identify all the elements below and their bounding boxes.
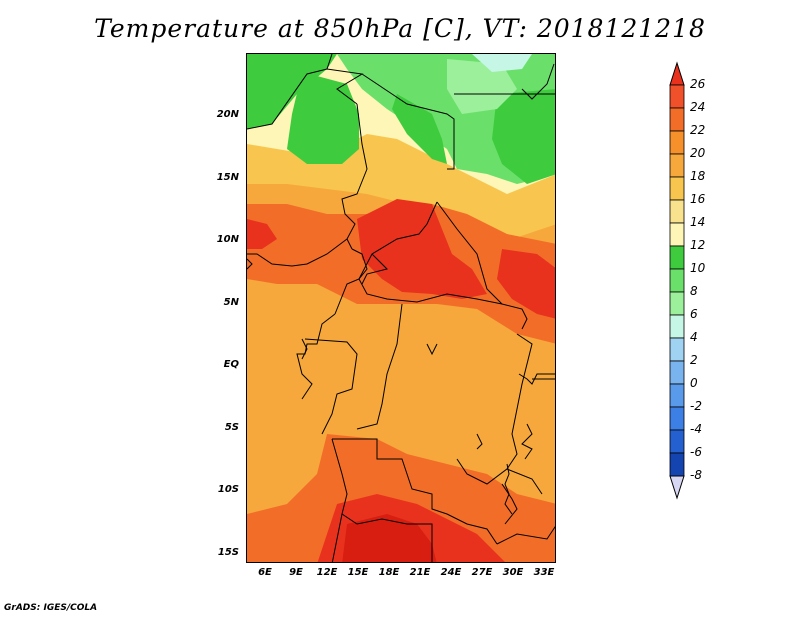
lon-tick-18e: 18E xyxy=(378,567,400,578)
lat-tick-5s: 5S xyxy=(224,422,239,433)
border-line xyxy=(326,54,333,70)
colorbar-label: 10 xyxy=(690,261,706,275)
border-line xyxy=(356,303,403,430)
temperature-map xyxy=(247,54,555,562)
border-line xyxy=(521,63,555,100)
colorbar-segment xyxy=(669,337,685,362)
border-line xyxy=(456,458,543,495)
lon-tick-30e: 30E xyxy=(502,567,524,578)
border-line xyxy=(304,338,358,435)
lat-tick-eq: EQ xyxy=(223,359,239,370)
temperature-band-lightest xyxy=(472,54,532,72)
lon-tick-33e: 33E xyxy=(533,567,555,578)
border-line xyxy=(358,278,503,305)
border-line xyxy=(332,438,498,545)
colorbar-label: 16 xyxy=(690,192,706,206)
map-title: Temperature at 850hPa [C], VT: 201812121… xyxy=(94,14,706,43)
border-line xyxy=(501,483,518,525)
colorbar xyxy=(669,61,685,500)
colorbar-segment xyxy=(669,84,685,109)
colorbar-segment xyxy=(669,107,685,132)
colorbar-segment xyxy=(669,360,685,385)
colorbar-label: 24 xyxy=(690,100,706,114)
colorbar-segment xyxy=(669,406,685,431)
lat-tick-15s: 15S xyxy=(217,547,239,558)
grads-credit: GrADS: IGES/COLA xyxy=(4,603,98,613)
temperature-fields xyxy=(247,54,555,562)
temperature-band-hot xyxy=(247,219,277,249)
colorbar-label: 8 xyxy=(690,284,698,298)
colorbar-top-arrow xyxy=(669,61,685,86)
colorbar-segment xyxy=(669,130,685,155)
border-line xyxy=(436,201,528,330)
temperature-band-green_dark xyxy=(492,89,555,184)
colorbar-segment xyxy=(669,268,685,293)
colorbar-segment xyxy=(669,429,685,454)
border-line xyxy=(247,238,348,267)
colorbar-label: 22 xyxy=(690,123,706,137)
country-borders xyxy=(247,54,555,562)
border-line xyxy=(504,463,513,515)
border-line xyxy=(331,438,348,562)
colorbar-segment xyxy=(669,176,685,201)
colorbar-segment xyxy=(669,199,685,224)
temperature-band-hot xyxy=(357,199,487,299)
border-line xyxy=(476,433,483,450)
temperature-band-green_dark xyxy=(392,94,447,164)
colorbar-label: 0 xyxy=(690,376,698,390)
colorbar-label: -2 xyxy=(690,399,702,413)
colorbar-label: -6 xyxy=(690,445,702,459)
colorbar-segment xyxy=(669,153,685,178)
lat-tick-20n: 20N xyxy=(216,109,239,120)
border-line xyxy=(301,338,308,360)
colorbar-label: 2 xyxy=(690,353,698,367)
border-line xyxy=(496,526,555,545)
colorbar-label: 26 xyxy=(690,77,706,91)
temperature-band-hottest xyxy=(342,514,437,562)
border-line xyxy=(341,103,368,250)
colorbar-segment xyxy=(669,452,685,477)
colorbar-label: -8 xyxy=(690,468,702,482)
border-line xyxy=(426,343,438,356)
temperature-band-green_dark xyxy=(287,72,359,164)
colorbar-label: 14 xyxy=(690,215,706,229)
lon-tick-12e: 12E xyxy=(316,567,338,578)
map-panel xyxy=(246,53,556,563)
lon-tick-9e: 9E xyxy=(289,567,303,578)
colorbar-label: 6 xyxy=(690,307,698,321)
lat-tick-10s: 10S xyxy=(217,484,239,495)
lon-tick-15e: 15E xyxy=(347,567,369,578)
colorbar-label: 20 xyxy=(690,146,706,160)
lat-tick-15n: 15N xyxy=(216,172,239,183)
temperature-band-green_dark xyxy=(247,54,337,129)
border-line xyxy=(506,333,533,470)
border-line xyxy=(518,373,555,385)
colorbar-segment xyxy=(669,291,685,316)
border-line xyxy=(361,253,388,285)
lat-tick-10n: 10N xyxy=(216,234,239,245)
colorbar-segment xyxy=(669,383,685,408)
colorbar-label: -4 xyxy=(690,422,702,436)
colorbar-label: 12 xyxy=(690,238,706,252)
lon-tick-6e: 6E xyxy=(258,567,272,578)
lon-tick-24e: 24E xyxy=(440,567,462,578)
temperature-band-hot xyxy=(497,249,555,319)
border-line xyxy=(334,201,438,315)
border-line xyxy=(247,258,253,270)
border-line xyxy=(341,513,433,562)
lon-tick-21e: 21E xyxy=(409,567,431,578)
border-line xyxy=(521,423,533,460)
colorbar-segment xyxy=(669,314,685,339)
border-line xyxy=(361,73,455,170)
temperature-band-warm xyxy=(247,434,555,562)
temperature-band-green_light xyxy=(447,59,517,114)
lat-tick-5n: 5N xyxy=(223,297,239,308)
border-line xyxy=(351,248,368,280)
colorbar-bottom-arrow xyxy=(669,475,685,500)
lon-tick-27e: 27E xyxy=(471,567,493,578)
colorbar-segment xyxy=(669,245,685,270)
colorbar-label: 4 xyxy=(690,330,698,344)
colorbar-segment xyxy=(669,222,685,247)
colorbar-label: 18 xyxy=(690,169,706,183)
